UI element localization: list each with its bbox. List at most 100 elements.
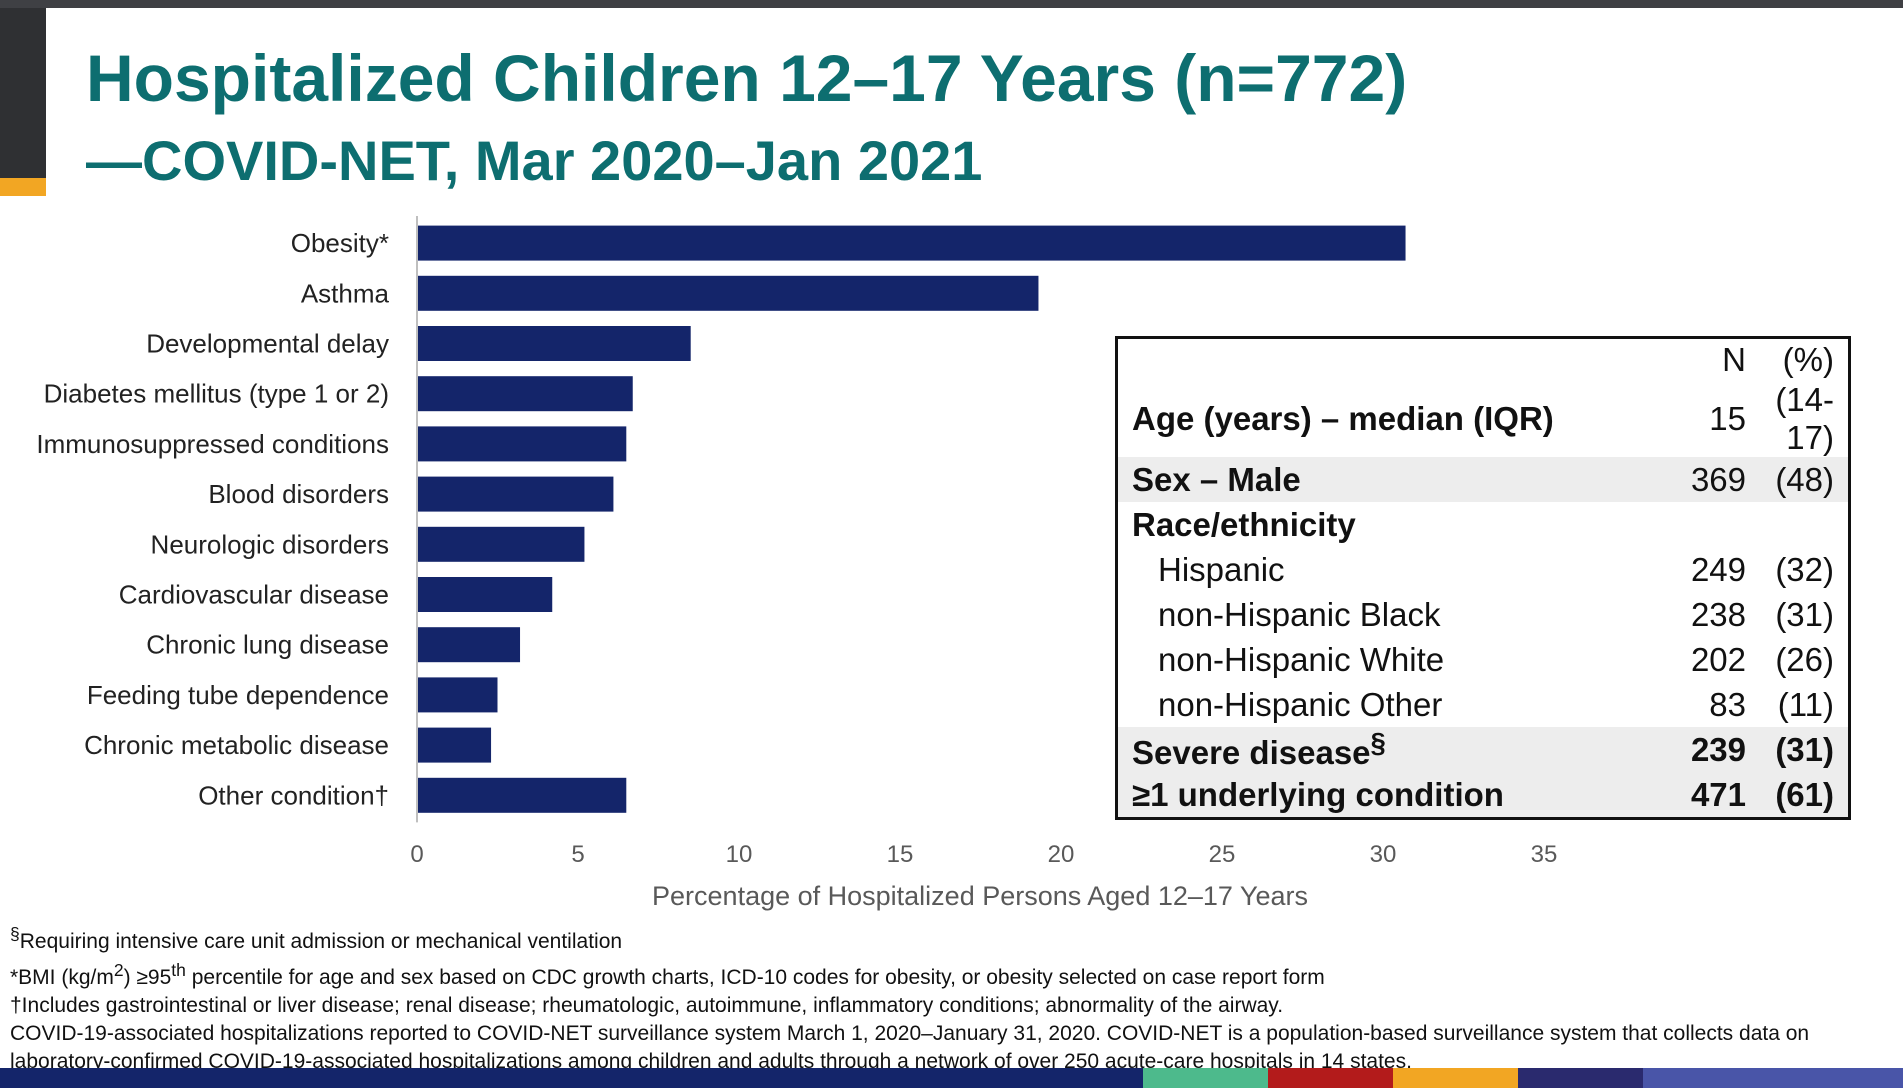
stripe-segment: [1393, 1068, 1518, 1088]
x-tick-label: 10: [726, 841, 753, 868]
stripe-segment: [0, 1068, 1143, 1088]
section-mark: §: [1370, 727, 1386, 758]
x-axis-label: Percentage of Hospitalized Persons Aged …: [652, 881, 1308, 911]
footnote-bmi-mid: ) ≥95: [123, 966, 172, 989]
row-n: [1642, 502, 1760, 547]
bar: [418, 627, 521, 663]
row-n: 202: [1690, 640, 1746, 678]
table-row: non-Hispanic Black 238 (31): [1117, 592, 1850, 637]
bar: [418, 526, 585, 562]
slide-subtitle: —COVID-NET, Mar 2020–Jan 2021: [86, 129, 983, 192]
row-label: ≥1 underlying condition: [1132, 775, 1504, 813]
category-label: Developmental delay: [146, 329, 389, 359]
x-tick-label: 35: [1531, 841, 1558, 868]
row-pct: (31): [1775, 595, 1834, 633]
row-pct: (11): [1777, 685, 1834, 723]
x-tick-label: 25: [1209, 841, 1236, 868]
table-header-n: N: [1722, 341, 1746, 378]
x-tick-label: 0: [410, 841, 423, 868]
category-label: Chronic metabolic disease: [84, 730, 389, 760]
table-row: Sex – Male 369 (48): [1116, 457, 1850, 502]
category-label: Other condition†: [198, 780, 389, 810]
row-label: Hispanic: [1158, 550, 1285, 588]
row-n: 471: [1690, 775, 1746, 813]
table-row: non-Hispanic Other 83 (11): [1117, 682, 1850, 727]
category-label: Feeding tube dependence: [87, 680, 389, 710]
section-mark: §: [10, 924, 20, 944]
x-tick-label: 20: [1048, 841, 1075, 868]
row-pct: (31): [1775, 730, 1834, 768]
bar: [418, 777, 627, 813]
row-pct: (32): [1775, 550, 1834, 588]
row-n: 15: [1709, 400, 1746, 437]
table-row: Hispanic 249 (32): [1117, 547, 1850, 592]
table-row: ≥1 underlying condition 471 (61): [1116, 772, 1850, 819]
row-label: Severe disease§: [1117, 727, 1643, 772]
row-label-text: Severe disease: [1132, 734, 1371, 771]
bottom-color-stripe: [0, 1068, 1903, 1088]
left-accent-bar: [0, 8, 46, 178]
bar: [418, 275, 1039, 311]
table-header-row: N (%): [1117, 338, 1850, 382]
row-label: non-Hispanic Black: [1158, 595, 1441, 633]
footnotes: §Requiring intensive care unit admission…: [10, 920, 1890, 1076]
bar: [418, 476, 614, 512]
left-accent-stripe: [0, 178, 46, 196]
stripe-segment: [1643, 1068, 1903, 1088]
bar: [418, 727, 492, 763]
row-pct: (48): [1775, 460, 1834, 498]
bar: [418, 577, 553, 612]
row-label: Race/ethnicity: [1132, 505, 1356, 543]
row-n: 83: [1709, 685, 1746, 723]
x-tick-label: 5: [571, 841, 584, 868]
footnote-bmi-sup2: th: [171, 960, 186, 980]
row-label: Sex – Male: [1132, 460, 1301, 498]
table-header-label: [1117, 338, 1643, 382]
x-tick-label: 30: [1370, 841, 1397, 868]
stripe-segment: [1268, 1068, 1393, 1088]
table-row: non-Hispanic White 202 (26): [1117, 637, 1850, 682]
footnote-bmi: *BMI (kg/m2) ≥95th percentile for age an…: [10, 956, 1890, 992]
bar: [418, 677, 498, 713]
table-row: Age (years) – median (IQR) 15 (14-17): [1117, 381, 1850, 457]
category-label: Cardiovascular disease: [119, 580, 389, 610]
category-label: Neurologic disorders: [151, 529, 389, 559]
row-label: Age (years) – median (IQR): [1132, 400, 1554, 437]
table-row: Severe disease§ 239 (31): [1116, 727, 1850, 772]
footnote-bmi-pre: *BMI (kg/m: [10, 966, 114, 989]
row-label: non-Hispanic Other: [1158, 685, 1443, 723]
row-n: 369: [1690, 460, 1746, 498]
category-label: Chronic lung disease: [146, 630, 389, 660]
row-pct: (26): [1775, 640, 1834, 678]
table-row: Race/ethnicity: [1117, 502, 1850, 547]
footnote-bmi-post: percentile for age and sex based on CDC …: [185, 966, 1325, 989]
bar: [418, 326, 691, 361]
row-pct: (14-17): [1775, 381, 1834, 456]
stripe-segment: [1143, 1068, 1268, 1088]
top-border: [0, 0, 1903, 8]
footnote-bmi-sup1: 2: [113, 960, 124, 980]
category-label: Asthma: [301, 278, 390, 308]
footnote-severe-text: Requiring intensive care unit admission …: [19, 930, 623, 953]
category-label: Obesity*: [291, 228, 389, 258]
category-label: Immunosuppressed conditions: [36, 429, 389, 459]
category-label: Blood disorders: [208, 479, 389, 509]
footnote-severe: §Requiring intensive care unit admission…: [10, 920, 1890, 956]
slide-title: Hospitalized Children 12–17 Years (n=772…: [86, 41, 1408, 115]
footnote-source: COVID-19-associated hospitalizations rep…: [10, 1022, 1810, 1073]
row-n: 239: [1690, 730, 1746, 768]
table-header-pct: (%): [1782, 341, 1834, 378]
row-n: 238: [1690, 595, 1746, 633]
x-tick-label: 15: [887, 841, 914, 868]
bar: [418, 426, 627, 462]
demographics-table: N (%) Age (years) – median (IQR) 15 (14-…: [1115, 336, 1851, 820]
category-label: Diabetes mellitus (type 1 or 2): [44, 379, 389, 409]
footnote-other: †Includes gastrointestinal or liver dise…: [10, 994, 1284, 1017]
row-pct: (61): [1775, 775, 1834, 813]
stripe-segment: [1518, 1068, 1643, 1088]
bar: [418, 376, 633, 412]
row-label: non-Hispanic White: [1158, 640, 1445, 678]
row-pct: [1760, 502, 1850, 547]
row-n: 249: [1690, 550, 1746, 588]
